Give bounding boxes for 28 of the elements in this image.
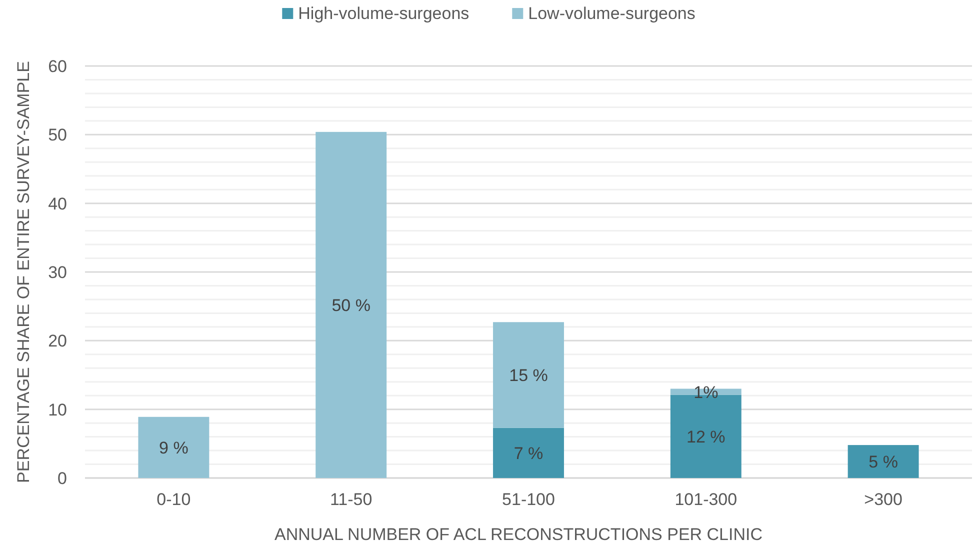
bar (316, 132, 387, 478)
data-label: 12 % (686, 427, 726, 446)
y-axis-title: PERCENTAGE SHARE OF ENTIRE SURVEY-SAMPLE (14, 61, 33, 483)
data-label: 5 % (868, 452, 898, 472)
x-tick-label: 0-10 (156, 490, 191, 509)
y-tick-label: 0 (58, 468, 67, 488)
data-label: 1% (694, 382, 718, 402)
legend-label: Low-volume-surgeons (528, 4, 696, 23)
y-tick-label: 30 (48, 262, 67, 282)
y-tick-label: 40 (48, 194, 67, 214)
bar (493, 322, 564, 428)
y-tick-label: 50 (48, 126, 67, 145)
legend-label: High-volume-surgeons (298, 4, 470, 23)
x-tick-label: 101-300 (674, 490, 738, 509)
x-axis-title: ANNUAL NUMBER OF ACL RECONSTRUCTIONS PER CLINIC (274, 525, 763, 544)
data-label: 9 % (159, 438, 188, 458)
y-tick-label: 60 (48, 56, 67, 76)
y-tick-label: 10 (48, 400, 67, 420)
bar (138, 416, 210, 478)
y-tick-label: 20 (48, 332, 67, 351)
data-label: 15 % (509, 366, 548, 385)
bar (848, 445, 919, 478)
bar (493, 428, 564, 478)
x-tick-label: 11-50 (330, 490, 372, 509)
x-tick-label: 51-100 (502, 490, 555, 509)
x-tick-label: >300 (864, 490, 902, 509)
data-label: 7 % (514, 444, 544, 463)
data-label: 50 % (332, 296, 370, 315)
